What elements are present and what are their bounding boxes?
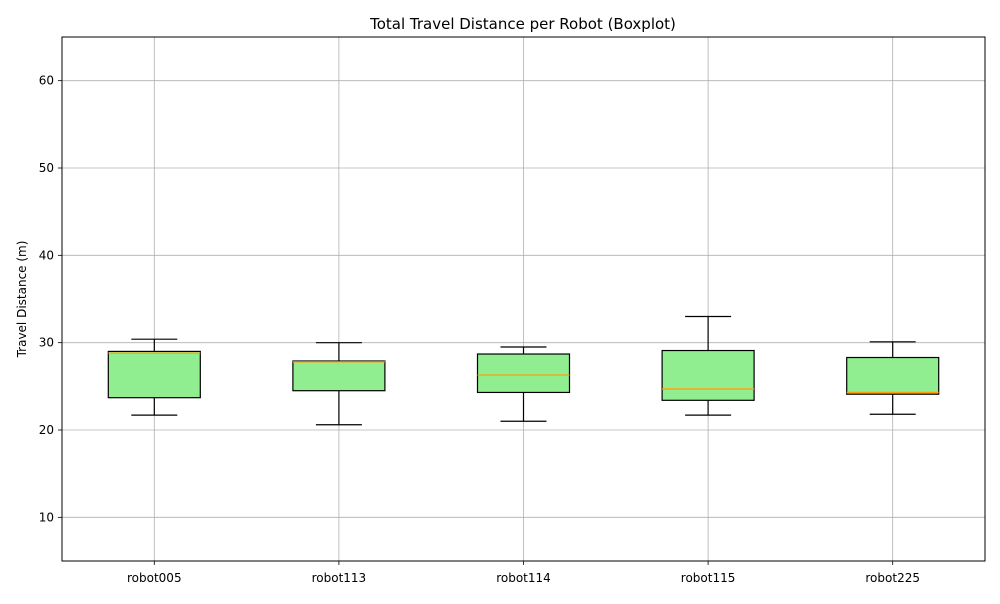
- y-tick-label: 30: [39, 336, 54, 350]
- x-tick-label: robot115: [681, 571, 736, 585]
- grid-layer: [62, 37, 985, 561]
- box-robot225: [846, 341, 940, 415]
- y-tick-label: 40: [39, 248, 54, 262]
- iqr-box: [292, 360, 386, 392]
- iqr-box: [476, 353, 571, 394]
- x-tick-label: robot005: [127, 571, 182, 585]
- chart-title: Total Travel Distance per Robot (Boxplot…: [369, 15, 676, 33]
- box-layer: [107, 315, 940, 426]
- box-robot005: [107, 338, 201, 416]
- iqr-box: [661, 349, 755, 401]
- y-tick-label: 60: [39, 74, 54, 88]
- y-tick-label: 20: [39, 423, 54, 437]
- iqr-box: [846, 356, 940, 395]
- y-tick-label: 10: [39, 510, 54, 524]
- box-robot114: [476, 346, 571, 422]
- y-axis-label: Travel Distance (m): [15, 241, 29, 359]
- x-tick-label: robot113: [312, 571, 367, 585]
- iqr-box: [107, 350, 201, 399]
- x-tick-label: robot114: [496, 571, 551, 585]
- y-tick-label: 50: [39, 161, 54, 175]
- plot-frame: [61, 36, 986, 562]
- box-robot113: [292, 342, 386, 426]
- box-robot115: [661, 315, 755, 416]
- axis-layer: 10 20 30 40 50 60 robot005 robot113 robot114 robo…: [39, 74, 920, 585]
- x-tick-label: robot225: [865, 571, 920, 585]
